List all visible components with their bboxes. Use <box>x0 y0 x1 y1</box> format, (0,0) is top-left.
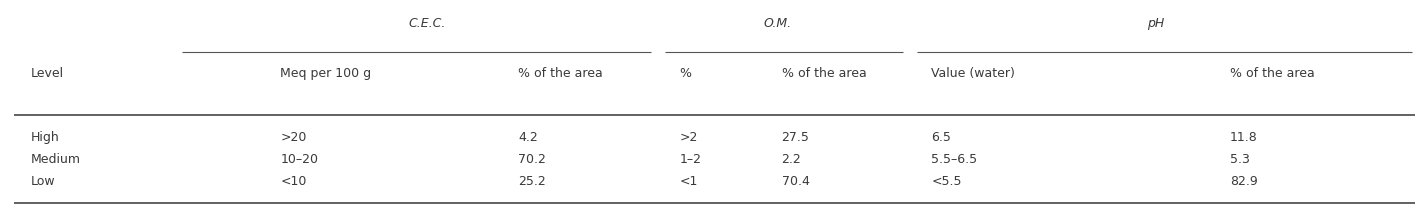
Text: <1: <1 <box>680 175 698 188</box>
Text: High: High <box>31 131 59 144</box>
Text: 70.4: 70.4 <box>782 175 810 188</box>
Text: Level: Level <box>31 67 64 80</box>
Text: Medium: Medium <box>31 153 81 166</box>
Text: % of the area: % of the area <box>518 67 603 80</box>
Text: 70.2: 70.2 <box>518 153 547 166</box>
Text: 82.9: 82.9 <box>1229 175 1257 188</box>
Text: pH: pH <box>1147 17 1164 30</box>
Text: >2: >2 <box>680 131 698 144</box>
Text: O.M.: O.M. <box>763 17 792 30</box>
Text: %: % <box>680 67 691 80</box>
Text: <5.5: <5.5 <box>932 175 961 188</box>
Text: 27.5: 27.5 <box>782 131 810 144</box>
Text: <10: <10 <box>280 175 307 188</box>
Text: 4.2: 4.2 <box>518 131 538 144</box>
Text: 5.3: 5.3 <box>1229 153 1249 166</box>
Text: Low: Low <box>31 175 55 188</box>
Text: 2.2: 2.2 <box>782 153 801 166</box>
Text: 6.5: 6.5 <box>932 131 952 144</box>
Text: 5.5–6.5: 5.5–6.5 <box>932 153 977 166</box>
Text: % of the area: % of the area <box>782 67 867 80</box>
Text: >20: >20 <box>280 131 307 144</box>
Text: 1–2: 1–2 <box>680 153 701 166</box>
Text: C.E.C.: C.E.C. <box>409 17 446 30</box>
Text: Meq per 100 g: Meq per 100 g <box>280 67 371 80</box>
Text: Value (water): Value (water) <box>932 67 1015 80</box>
Text: % of the area: % of the area <box>1229 67 1314 80</box>
Text: 11.8: 11.8 <box>1229 131 1257 144</box>
Text: 10–20: 10–20 <box>280 153 319 166</box>
Text: 25.2: 25.2 <box>518 175 547 188</box>
